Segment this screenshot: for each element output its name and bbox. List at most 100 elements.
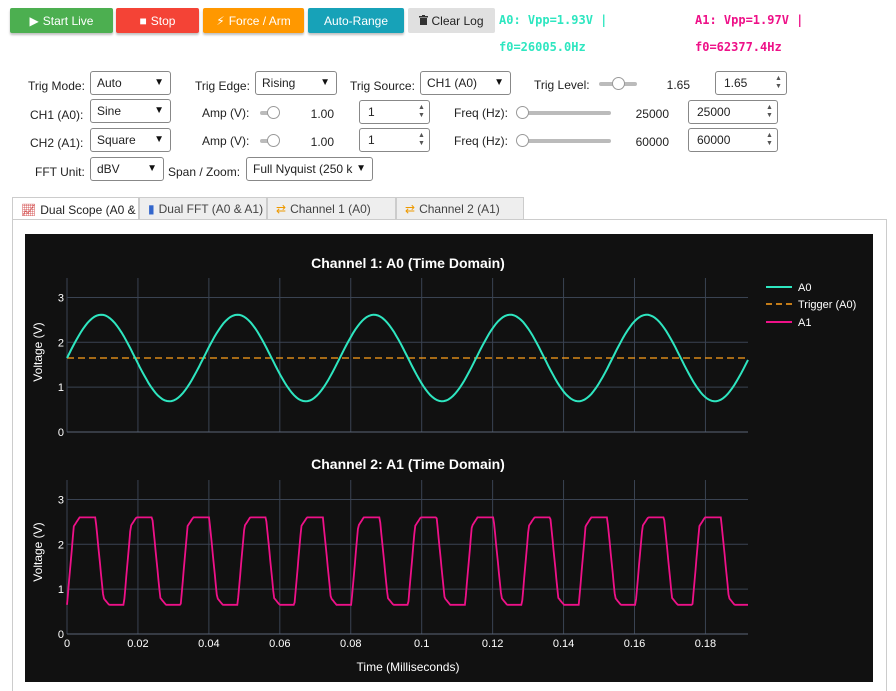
x-tick-label: 0.02 bbox=[127, 638, 148, 650]
start-live-label: Start Live bbox=[42, 13, 94, 28]
x-tick-label: 0.18 bbox=[695, 638, 716, 650]
x-tick-label: 0.08 bbox=[340, 638, 361, 650]
ch2-grid bbox=[66, 480, 748, 635]
legend: A0 Trigger (A0) A1 bbox=[766, 282, 856, 329]
y-tick-label: 3 bbox=[58, 494, 64, 506]
ch2-amp-readout: 1.00 bbox=[310, 135, 334, 149]
trig-level-input[interactable]: 1.65 ▲ ▼ bbox=[715, 71, 787, 95]
trig-level-slider-thumb[interactable] bbox=[612, 77, 625, 90]
ch1-freq-slider-thumb[interactable] bbox=[516, 106, 529, 119]
ch2-freq-input[interactable]: 60000 ▲ ▼ bbox=[688, 128, 778, 152]
a0-trace bbox=[66, 313, 749, 403]
legend-a0-label: A0 bbox=[798, 282, 811, 294]
trig-mode-label: Trig Mode: bbox=[28, 79, 85, 93]
tab-channel-1-label: Channel 1 (A0) bbox=[290, 202, 371, 216]
a1-vpp-readout: A1: Vpp=1.97V | bbox=[695, 13, 804, 27]
trig-mode-select[interactable]: Auto ▼ bbox=[90, 71, 171, 95]
ch1-waveform-select[interactable]: Sine ▼ bbox=[90, 99, 171, 123]
ch1-freq-input[interactable]: 25000 ▲ ▼ bbox=[688, 100, 778, 124]
spinner-icon[interactable]: ▲ ▼ bbox=[418, 104, 425, 119]
chevron-down-icon: ▼ bbox=[154, 134, 164, 145]
span-zoom-label: Span / Zoom: bbox=[168, 165, 241, 179]
spinner-icon[interactable]: ▲ ▼ bbox=[775, 75, 782, 90]
ch2-amp-input[interactable]: 1 ▲ ▼ bbox=[359, 128, 430, 152]
legend-a1-label: A1 bbox=[798, 317, 811, 329]
y-tick-label: 0 bbox=[58, 629, 64, 641]
ch2-y-axis-label: Voltage (V) bbox=[31, 522, 45, 581]
chevron-down-icon: ▼ bbox=[356, 163, 366, 174]
x-tick-label: 0.12 bbox=[482, 638, 503, 650]
chevron-down-icon: ▼ bbox=[154, 105, 164, 116]
ch1-waveform-value: Sine bbox=[97, 104, 122, 118]
a1-trace bbox=[66, 516, 748, 606]
clear-log-button[interactable]: Clear Log bbox=[408, 8, 495, 33]
chevron-down-icon: ▼ bbox=[494, 77, 504, 88]
ch1-y-axis-label: Voltage (V) bbox=[31, 322, 45, 381]
tab-dual-scope[interactable]: 📈︎ Dual Scope (A0 & A1) bbox=[12, 197, 139, 221]
tab-channel-1[interactable]: ⇄ Channel 1 (A0) bbox=[267, 197, 396, 220]
ch2-chart-title: Channel 2: A1 (Time Domain) bbox=[311, 456, 505, 472]
auto-range-button[interactable]: Auto-Range bbox=[308, 8, 404, 33]
fft-unit-select[interactable]: dBV ▼ bbox=[90, 157, 164, 181]
span-zoom-select[interactable]: Full Nyquist (250 kHz) ▼ bbox=[246, 157, 373, 181]
trig-edge-label: Trig Edge: bbox=[195, 79, 250, 93]
a0-vpp-readout: A0: Vpp=1.93V | bbox=[499, 13, 608, 27]
ch2-freq-input-value: 60000 bbox=[697, 133, 731, 147]
ch2-amp-slider-thumb[interactable] bbox=[267, 134, 280, 147]
trig-mode-value: Auto bbox=[97, 76, 122, 90]
auto-range-label: Auto-Range bbox=[323, 13, 389, 28]
trig-source-select[interactable]: CH1 (A0) ▼ bbox=[420, 71, 511, 95]
start-live-button[interactable]: ▶ Start Live bbox=[10, 8, 113, 33]
fft-unit-value: dBV bbox=[97, 162, 120, 176]
spinner-icon[interactable]: ▲ ▼ bbox=[766, 104, 773, 119]
y-tick-label: 1 bbox=[58, 382, 64, 394]
x-tick-label: 0.1 bbox=[414, 638, 429, 650]
ch2-waveform-select[interactable]: Square ▼ bbox=[90, 128, 171, 152]
ch1-ticks: 0 1 2 3 bbox=[58, 292, 64, 439]
ch2-waveform-value: Square bbox=[97, 133, 136, 147]
force-arm-label: Force / Arm bbox=[228, 13, 291, 28]
x-tick-label: 0.04 bbox=[198, 638, 219, 650]
stop-icon: ■ bbox=[139, 13, 147, 28]
ch2-freq-slider-thumb[interactable] bbox=[516, 134, 529, 147]
a1-freq-readout: f0=62377.4Hz bbox=[695, 40, 782, 54]
fft-unit-label: FFT Unit: bbox=[35, 165, 85, 179]
y-tick-label: 2 bbox=[58, 539, 64, 551]
ch1-amp-readout: 1.00 bbox=[310, 107, 334, 121]
scope-plot-area: Channel 1: A0 (Time Domain) Channel 2: A… bbox=[25, 234, 873, 682]
spinner-icon[interactable]: ▲ ▼ bbox=[418, 132, 425, 147]
legend-trigger-label: Trigger (A0) bbox=[798, 299, 856, 311]
stop-button[interactable]: ■ Stop bbox=[116, 8, 199, 33]
y-tick-label: 1 bbox=[58, 584, 64, 596]
tab-dual-fft[interactable]: ▮ Dual FFT (A0 & A1) bbox=[139, 197, 267, 220]
trig-edge-value: Rising bbox=[262, 76, 296, 90]
force-arm-button[interactable]: ⚡︎ Force / Arm bbox=[203, 8, 304, 33]
bolt-icon: ⚡︎ bbox=[216, 13, 225, 28]
tab-channel-2[interactable]: ⇄ Channel 2 (A1) bbox=[396, 197, 524, 220]
x-tick-label: 0.16 bbox=[624, 638, 645, 650]
ch1-freq-slider[interactable] bbox=[518, 111, 611, 115]
ch1-freq-readout: 25000 bbox=[635, 107, 669, 121]
trig-level-input-value: 1.65 bbox=[724, 76, 748, 90]
trig-edge-select[interactable]: Rising ▼ bbox=[255, 71, 337, 95]
spinner-icon[interactable]: ▲ ▼ bbox=[766, 132, 773, 147]
ch2-label: CH2 (A1): bbox=[30, 136, 84, 150]
y-tick-label: 2 bbox=[58, 337, 64, 349]
ch2-freq-slider[interactable] bbox=[518, 139, 611, 143]
ch2-freq-label: Freq (Hz): bbox=[454, 134, 508, 148]
chevron-down-icon: ▼ bbox=[147, 163, 157, 174]
ch1-amp-slider-thumb[interactable] bbox=[267, 106, 280, 119]
ch1-freq-input-value: 25000 bbox=[697, 105, 731, 119]
y-tick-label: 3 bbox=[58, 292, 64, 304]
a0-freq-readout: f0=26005.0Hz bbox=[499, 40, 586, 54]
x-tick-label: 0.14 bbox=[553, 638, 574, 650]
stop-label: Stop bbox=[150, 13, 176, 28]
shuffle-icon: ⇄ bbox=[405, 202, 416, 216]
ch2-ticks: 0 0.02 0.04 0.06 0.08 0.1 0.12 0.14 0.16 0.18 0 1 2 3 bbox=[58, 494, 716, 650]
clear-log-label: Clear Log bbox=[431, 13, 484, 28]
ch1-amp-input[interactable]: 1 ▲ ▼ bbox=[359, 100, 430, 124]
shuffle-icon: ⇄ bbox=[276, 202, 287, 216]
x-tick-label: 0.06 bbox=[269, 638, 290, 650]
ch2-amp-label: Amp (V): bbox=[202, 134, 250, 148]
bar-chart-icon: ▮ bbox=[148, 202, 155, 216]
